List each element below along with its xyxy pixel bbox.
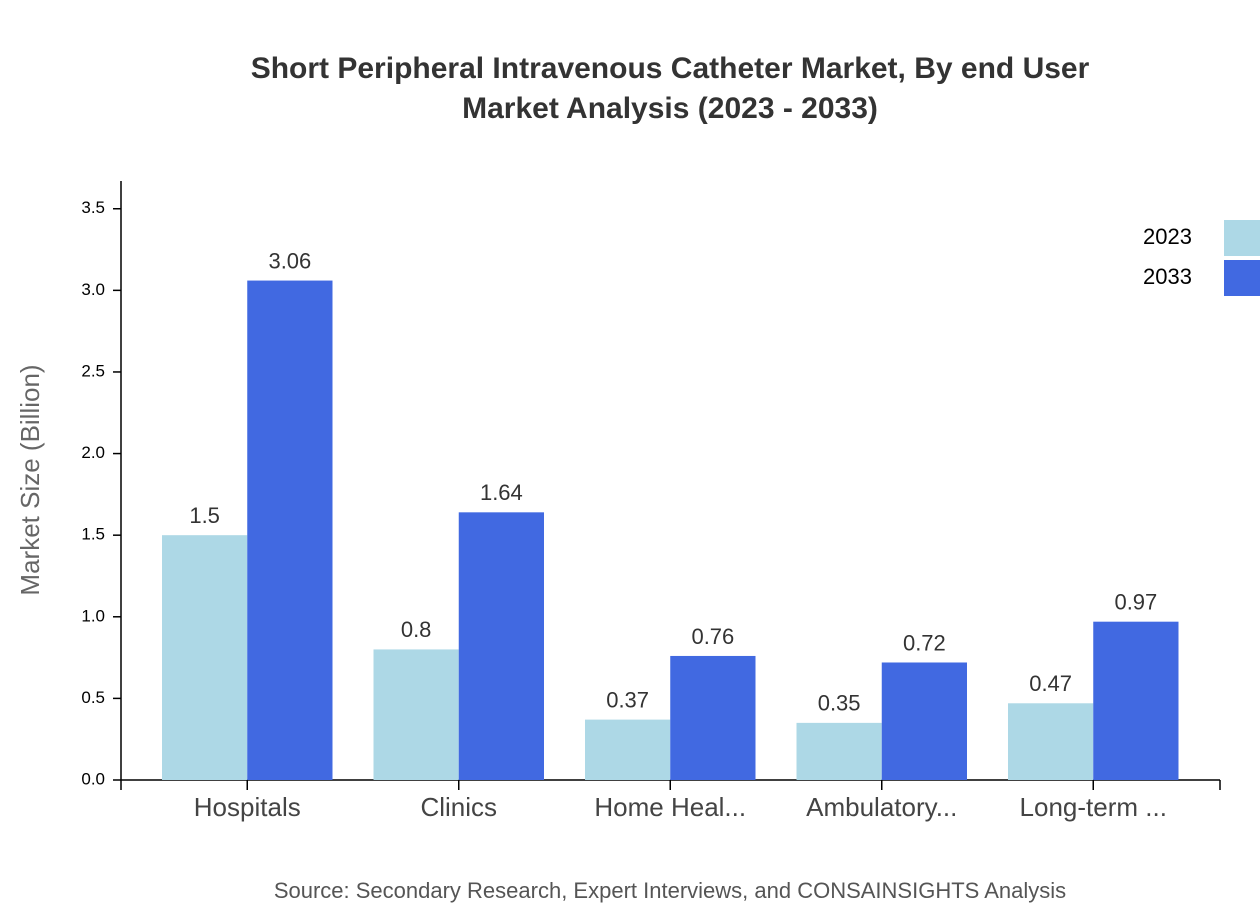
value-label: 3.06: [268, 248, 311, 273]
bar: [247, 280, 333, 780]
chart-title: Short Peripheral Intravenous Catheter Ma…: [251, 52, 1090, 85]
chart-title: Market Analysis (2023 - 2033): [462, 92, 878, 125]
source-note: Source: Secondary Research, Expert Inter…: [274, 878, 1066, 903]
value-label: 0.35: [818, 691, 861, 716]
legend-swatch: [1224, 220, 1260, 256]
bar: [585, 719, 671, 780]
value-label: 1.5: [189, 503, 220, 528]
value-label: 0.37: [606, 687, 649, 712]
bar: [162, 535, 248, 780]
x-tick-label: Hospitals: [194, 792, 301, 822]
value-label: 1.64: [480, 480, 523, 505]
bar: [1093, 621, 1179, 780]
bar: [796, 722, 882, 780]
value-label: 0.97: [1114, 589, 1157, 614]
y-axis-label: Market Size (Billion): [15, 364, 45, 595]
value-label: 0.72: [903, 630, 946, 655]
x-tick-label: Ambulatory...: [806, 792, 957, 822]
legend-swatch: [1224, 260, 1260, 296]
legend-label: 2023: [1143, 224, 1192, 249]
x-tick-label: Home Heal...: [594, 792, 746, 822]
y-tick-label: 2.5: [81, 361, 105, 380]
x-tick-label: Clinics: [420, 792, 497, 822]
y-tick-label: 1.0: [81, 606, 105, 625]
y-tick-label: 0.5: [81, 688, 105, 707]
legend-label: 2033: [1143, 264, 1192, 289]
value-label: 0.76: [691, 624, 734, 649]
y-tick-label: 1.5: [81, 525, 105, 544]
bar: [458, 512, 544, 780]
bar: [670, 655, 756, 780]
bar: [373, 649, 459, 780]
value-label: 0.47: [1029, 671, 1072, 696]
y-tick-label: 2.0: [81, 443, 105, 462]
bar: [881, 662, 967, 780]
y-tick-label: 3.5: [81, 198, 105, 217]
y-tick-label: 3.0: [81, 280, 105, 299]
y-tick-label: 0.0: [81, 769, 105, 788]
bar: [1008, 703, 1094, 780]
value-label: 0.8: [401, 617, 432, 642]
x-tick-label: Long-term ...: [1020, 792, 1167, 822]
